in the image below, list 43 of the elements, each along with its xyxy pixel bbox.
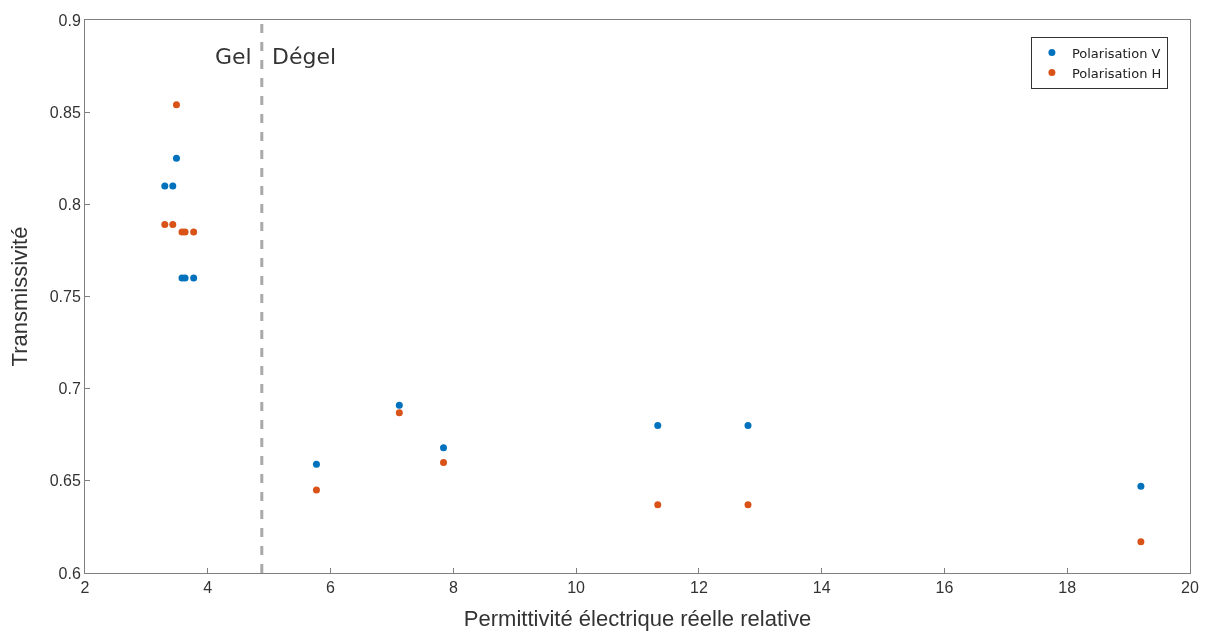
point — [440, 458, 448, 466]
y-tick-label: 0.6 — [58, 564, 81, 582]
point — [654, 501, 662, 509]
x-tick-label: 18 — [1058, 579, 1077, 597]
point — [190, 274, 198, 282]
point — [744, 501, 752, 509]
point — [395, 401, 403, 409]
x-tick-label: 6 — [326, 579, 336, 597]
x-tick-label: 12 — [689, 579, 708, 597]
point — [172, 154, 180, 162]
y-axis-title: Transmissivité — [7, 226, 33, 367]
legend-label: Polarisation H — [1071, 65, 1162, 81]
point — [161, 221, 169, 229]
point — [440, 444, 448, 452]
point — [161, 182, 169, 190]
x-tick-label: 14 — [812, 579, 831, 597]
y-tick-label: 0.8 — [58, 195, 81, 213]
x-tick-label: 4 — [203, 579, 213, 597]
point — [1137, 538, 1145, 546]
y-tick-label: 0.65 — [49, 472, 81, 490]
y-tick-label: 0.9 — [58, 11, 81, 29]
x-tick-label: 20 — [1181, 579, 1199, 597]
point — [312, 486, 320, 494]
y-tick-label: 0.7 — [58, 380, 81, 398]
point — [169, 182, 177, 190]
x-tick-label: 10 — [567, 579, 586, 597]
x-tick-label: 16 — [935, 579, 954, 597]
point — [1137, 482, 1145, 490]
point — [654, 422, 662, 430]
x-axis-title: Permittivité électrique réelle relative — [463, 606, 812, 632]
annotation: Gel — [215, 44, 252, 69]
x-tick-label: 2 — [80, 579, 90, 597]
y-tick-label: 0.75 — [49, 288, 81, 306]
point — [172, 101, 180, 109]
point — [395, 409, 403, 417]
point — [190, 228, 198, 236]
annotation: Dégel — [272, 44, 337, 69]
point — [744, 422, 752, 430]
x-tick-label: 8 — [448, 579, 458, 597]
legend-label: Polarisation V — [1071, 45, 1161, 61]
y-tick-label: 0.85 — [49, 103, 81, 121]
point — [312, 460, 320, 468]
point — [169, 221, 177, 229]
